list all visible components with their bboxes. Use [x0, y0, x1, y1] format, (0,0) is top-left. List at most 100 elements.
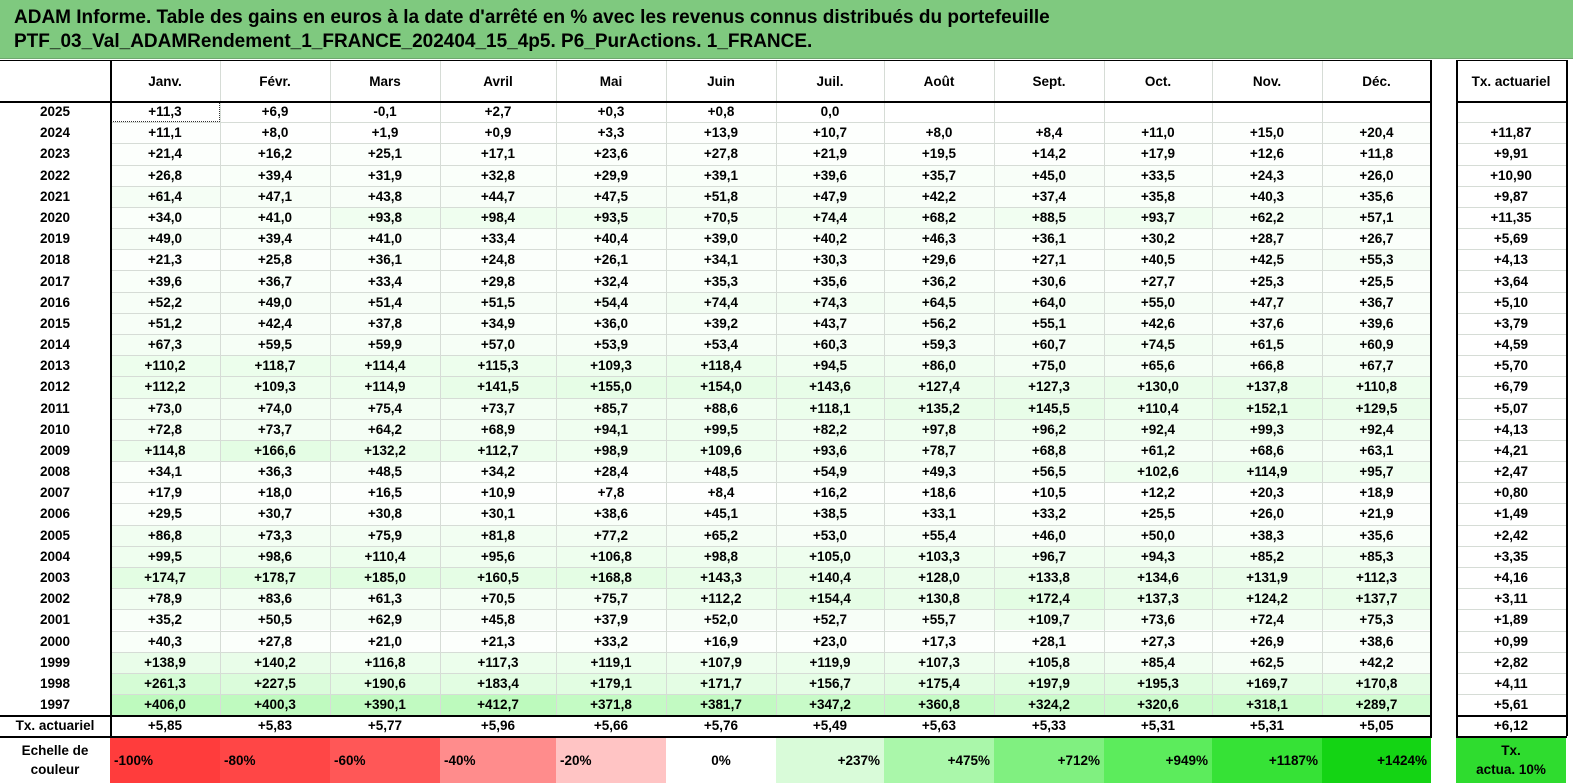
month-header: Janv.: [148, 73, 182, 89]
table-cell: +130,8: [884, 588, 994, 610]
table-cell: +34,9: [440, 312, 556, 334]
table-cell: +98,9: [556, 439, 666, 462]
month-header: Mai: [599, 73, 623, 89]
table-cell: +36,1: [330, 249, 440, 271]
grid-line: [110, 440, 1431, 441]
table-cell: +21,3: [440, 630, 556, 652]
table-cell: +35,8: [1104, 185, 1212, 207]
grid-line: [110, 334, 1431, 335]
year-label: 2016: [39, 294, 71, 310]
table-cell: +318,1: [1212, 694, 1322, 716]
grid-line: [110, 122, 1431, 123]
table-cell: +160,5: [440, 566, 556, 589]
grid-line: [110, 249, 1431, 250]
table-cell: +127,4: [884, 376, 994, 398]
year-label: 1998: [39, 675, 71, 691]
table-cell: +103,3: [884, 545, 994, 567]
table-cell: +30,1: [440, 503, 556, 525]
table-cell: +55,7: [884, 609, 994, 631]
rate-cell: +11,35: [1456, 206, 1566, 229]
table-cell: +195,3: [1104, 672, 1212, 695]
frame-line: [1456, 60, 1458, 737]
table-cell: +6,9: [220, 101, 330, 123]
table-cell: +185,0: [330, 566, 440, 589]
table-cell: +14,2: [994, 143, 1104, 165]
rate-cell: +3,35: [1456, 545, 1566, 567]
table-cell: +28,7: [1212, 228, 1322, 250]
table-cell: +42,6: [1104, 312, 1212, 334]
table-cell: +37,6: [1212, 312, 1322, 334]
table-cell: +174,7: [110, 566, 220, 589]
color-scale-rate-line1: Tx.: [1501, 743, 1521, 759]
table-cell: +143,6: [776, 376, 884, 398]
table-cell: +68,6: [1212, 439, 1322, 462]
table-cell: +128,0: [884, 566, 994, 589]
table-cell: +51,8: [666, 185, 776, 207]
table-cell: +42,2: [1322, 651, 1431, 673]
table-cell: +99,3: [1212, 418, 1322, 440]
table-cell: +24,3: [1212, 164, 1322, 186]
table-cell: +115,3: [440, 355, 556, 377]
rate-cell: +4,59: [1456, 333, 1566, 356]
table-cell: +28,1: [994, 630, 1104, 652]
grid-line: [1212, 61, 1213, 101]
table-cell: +8,0: [884, 122, 994, 144]
table-cell: +49,0: [110, 228, 220, 250]
grid-line: [994, 61, 995, 101]
table-cell: +40,2: [776, 228, 884, 250]
grid-line: [994, 101, 995, 716]
grid-line: [1456, 143, 1566, 144]
table-cell: +39,4: [220, 228, 330, 250]
report-title-line1: ADAM Informe. Table des gains en euros à…: [14, 7, 1050, 28]
rate-cell: +5,69: [1456, 228, 1566, 250]
month-header: Oct.: [1144, 73, 1172, 89]
table-cell: +154,4: [776, 588, 884, 610]
table-cell: +110,2: [110, 355, 220, 377]
table-cell: +29,9: [556, 164, 666, 186]
table-cell: +34,2: [440, 461, 556, 483]
table-cell: +261,3: [110, 672, 220, 695]
table-cell: +109,3: [556, 355, 666, 377]
table-cell: +112,7: [440, 439, 556, 462]
grid-line: [1456, 249, 1566, 250]
table-cell: +74,0: [220, 397, 330, 419]
table-cell: +61,4: [110, 185, 220, 207]
table-cell: +67,3: [110, 333, 220, 356]
grid-line: [776, 101, 777, 716]
table-cell: +97,8: [884, 418, 994, 440]
table-cell: +47,5: [556, 185, 666, 207]
grid-line: [1456, 122, 1566, 123]
month-header: Juil.: [816, 73, 844, 89]
table-cell: +61,2: [1104, 439, 1212, 462]
table-cell: +390,1: [330, 694, 440, 716]
table-cell: +51,2: [110, 312, 220, 334]
table-cell: +35,3: [666, 270, 776, 292]
table-cell: +178,7: [220, 566, 330, 589]
grid-line: [1456, 334, 1566, 335]
table-cell: +65,6: [1104, 355, 1212, 377]
color-scale-step: +1424%: [1322, 737, 1431, 783]
month-header: Déc.: [1362, 73, 1391, 89]
table-cell: +98,6: [220, 545, 330, 567]
table-cell: +77,2: [556, 524, 666, 546]
table-cell: +0,3: [556, 101, 666, 123]
table-cell: +1,9: [330, 122, 440, 144]
table-cell: +51,4: [330, 291, 440, 313]
year-label: 2017: [39, 273, 71, 289]
table-cell: +16,5: [330, 482, 440, 504]
table-cell: +18,0: [220, 482, 330, 504]
grid-line: [110, 207, 1431, 208]
table-cell: +143,3: [666, 566, 776, 589]
table-cell: +26,0: [1212, 503, 1322, 525]
table-cell: +54,9: [776, 461, 884, 483]
table-cell: +21,9: [776, 143, 884, 165]
table-cell: +119,9: [776, 651, 884, 673]
table-cell: +28,4: [556, 461, 666, 483]
table-cell: +30,3: [776, 249, 884, 271]
table-cell: +172,4: [994, 588, 1104, 610]
grid-line: [1456, 503, 1566, 504]
year-label: 2002: [39, 591, 71, 607]
table-cell: +93,8: [330, 206, 440, 229]
table-cell: +73,6: [1104, 609, 1212, 631]
grid-line: [110, 398, 1431, 399]
